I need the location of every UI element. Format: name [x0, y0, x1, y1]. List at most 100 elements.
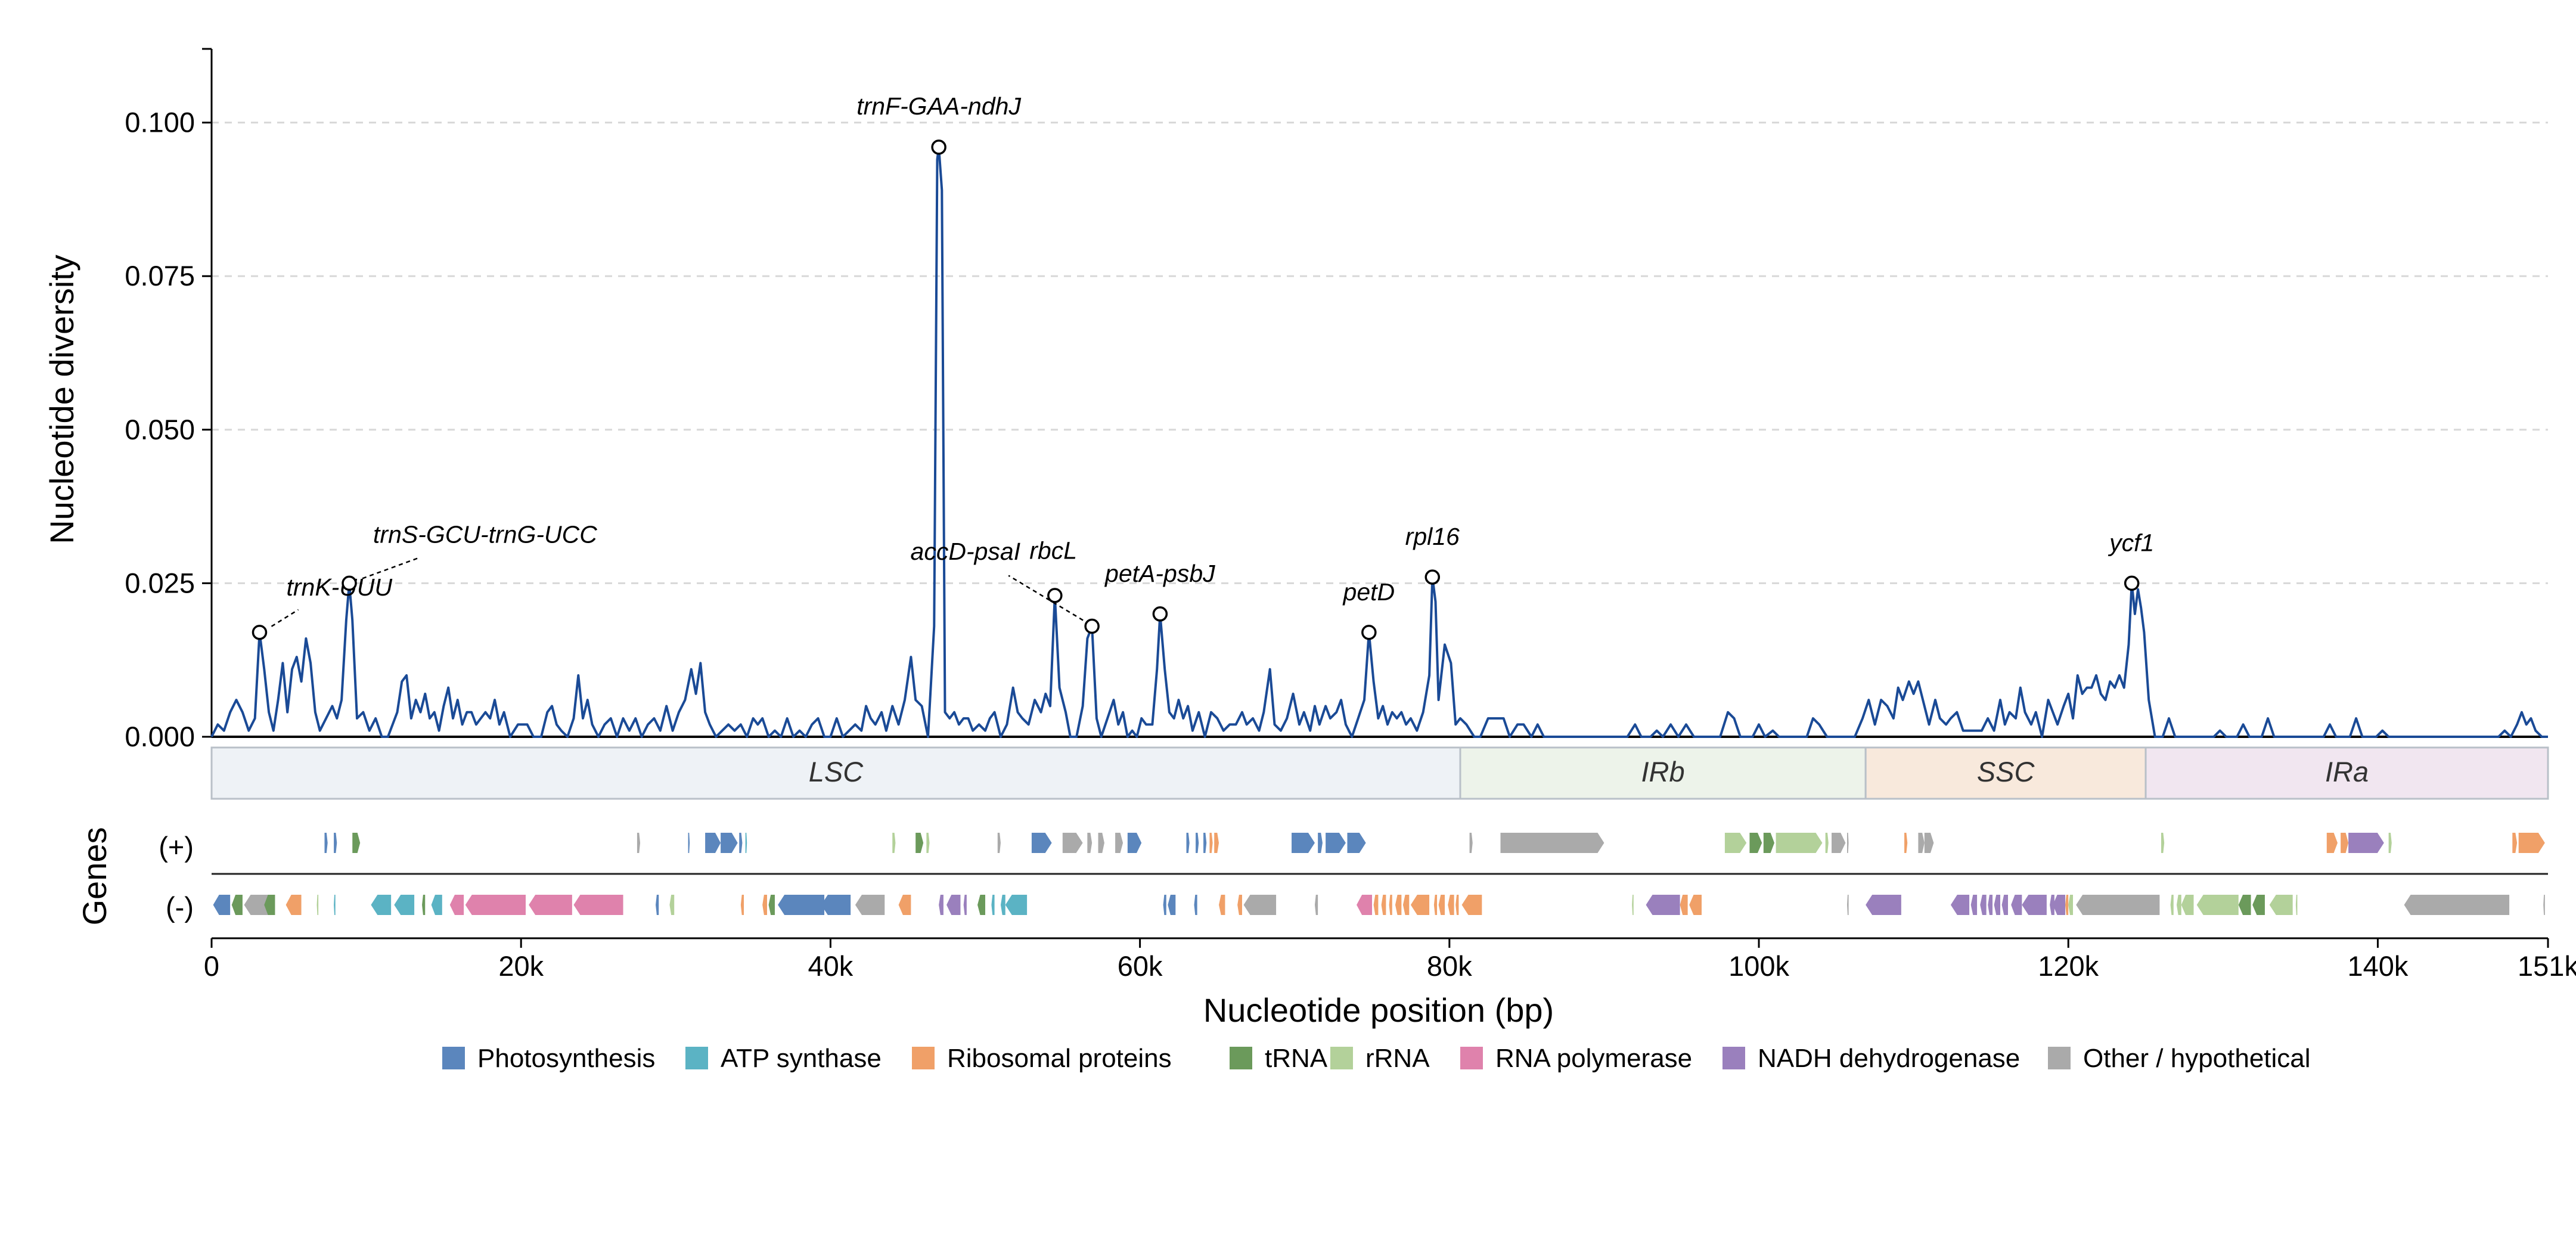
gene-plus-strand: [1087, 833, 1093, 853]
gene-minus-strand: [669, 895, 675, 915]
gene-minus-strand: [1680, 895, 1688, 915]
gene-plus-strand: [1776, 833, 1823, 853]
peak-label: petA-psbJ: [1104, 560, 1215, 587]
gene-plus-strand: [1500, 833, 1604, 853]
gene-minus-strand: [1168, 895, 1176, 915]
gene-minus-strand: [2252, 895, 2265, 915]
gene-tracks: [212, 833, 2548, 915]
legend-swatch-ndh: [1722, 1047, 1745, 1069]
gene-minus-strand: [2238, 895, 2251, 915]
gene-plus-strand: [1847, 833, 1849, 853]
gene-plus-strand: [1115, 833, 1123, 853]
gene-minus-strand: [264, 895, 275, 915]
peak-label: petD: [1342, 578, 1395, 606]
y-tick-label: 0.050: [125, 414, 195, 445]
peak-marker: [342, 575, 357, 591]
gene-plus-strand: [926, 833, 930, 853]
gene-minus-strand: [778, 895, 825, 915]
gene-minus-strand: [1689, 895, 1702, 915]
gene-minus-strand: [465, 895, 526, 915]
gene-plus-strand: [1292, 833, 1315, 853]
gene-minus-strand: [1970, 895, 1978, 915]
gene-minus-strand: [991, 895, 995, 915]
legend-label: RNA polymerase: [1495, 1044, 1692, 1073]
gene-minus-strand: [898, 895, 911, 915]
gene-plus-strand: [1749, 833, 1762, 853]
gene-minus-strand: [977, 895, 986, 915]
peak-label: rbcL: [1029, 537, 1077, 565]
peak-leader-line: [362, 557, 418, 579]
legend-label: Other / hypothetical: [2083, 1044, 2311, 1073]
y-axis-title: Nucleotide diversity: [43, 255, 80, 544]
gene-minus-strand: [316, 895, 319, 915]
peak-leader-line: [271, 609, 299, 627]
y-tick-label: 0.000: [125, 721, 195, 752]
peak-label: trnS-GCU-trnG-UCC: [373, 520, 597, 548]
legend-label: ATP synthase: [721, 1044, 882, 1073]
gene-minus-strand: [1410, 895, 1430, 915]
gene-minus-strand: [2543, 895, 2545, 915]
gene-minus-strand: [740, 895, 744, 915]
gene-minus-strand: [939, 895, 944, 915]
gene-minus-strand: [1395, 895, 1402, 915]
gene-minus-strand: [1389, 895, 1392, 915]
gene-minus-strand: [1357, 895, 1373, 915]
gene-minus-strand: [1219, 895, 1225, 915]
gene-plus-strand: [688, 833, 690, 853]
x-axis: 0 20k 40k 60k 80k 100k 120k 140k 151k: [204, 937, 2576, 982]
gene-minus-strand: [656, 895, 659, 915]
legend-swatch-ribo: [912, 1047, 935, 1069]
peak-label: trnK-UUU: [286, 573, 392, 601]
legend-swatch-photo: [442, 1047, 465, 1069]
x-tick-label: 20k: [498, 950, 544, 982]
diversity-line: [210, 145, 2548, 738]
gene-minus-strand: [2065, 895, 2069, 915]
legend-label: tRNA: [1265, 1044, 1328, 1073]
region-label: IRb: [1641, 756, 1685, 787]
gene-minus-strand: [855, 895, 885, 915]
peak-marker: [252, 625, 268, 640]
gene-plus-strand: [1326, 833, 1346, 853]
gene-minus-strand: [231, 895, 243, 915]
gene-minus-strand: [334, 895, 336, 915]
gene-plus-strand: [2388, 833, 2392, 853]
gene-plus-strand: [1469, 833, 1473, 853]
gene-minus-strand: [2181, 895, 2194, 915]
gene-minus-strand: [1433, 895, 1438, 915]
legend-label: rRNA: [1365, 1044, 1430, 1073]
gene-minus-strand: [1314, 895, 1318, 915]
gene-minus-strand: [1237, 895, 1242, 915]
gene-plus-strand: [2326, 833, 2338, 853]
gene-minus-strand: [1438, 895, 1445, 915]
gene-minus-strand: [1847, 895, 1849, 915]
legend-swatch-rrna: [1330, 1047, 1353, 1069]
gene-plus-strand: [2518, 833, 2545, 853]
peak-label: ycf1: [2108, 529, 2154, 556]
x-tick-label: 120k: [2038, 950, 2099, 982]
gene-plus-strand: [745, 833, 747, 853]
gene-plus-strand: [2348, 833, 2384, 853]
legend: Photosynthesis ATP synthase Ribosomal prot…: [442, 1044, 2311, 1073]
gene-minus-strand: [2053, 895, 2066, 915]
y-tick-label: 0.075: [125, 260, 195, 291]
peak-marker: [1424, 569, 1441, 585]
gene-minus-strand: [1455, 895, 1459, 915]
legend-swatch-trna: [1230, 1047, 1252, 1069]
strand-minus-label: (-): [166, 891, 194, 923]
gene-plus-strand: [1031, 833, 1052, 853]
region-irb: [1459, 746, 1867, 800]
gene-plus-strand: [1098, 833, 1104, 853]
gene-plus-strand: [1832, 833, 1846, 853]
gene-plus-strand: [1062, 833, 1083, 853]
region-label: IRa: [2325, 756, 2369, 787]
strand-plus-label: (+): [159, 831, 194, 863]
gene-minus-strand: [1163, 895, 1166, 915]
gene-minus-strand: [213, 895, 231, 915]
gene-minus-strand: [2176, 895, 2181, 915]
gene-minus-strand: [244, 895, 272, 915]
x-tick-label: 100k: [1728, 950, 1789, 982]
x-tick-label: 140k: [2347, 950, 2408, 982]
peak-label: accD-psaI: [911, 538, 1021, 565]
gene-minus-strand: [1461, 895, 1482, 915]
peak-marker: [1361, 625, 1377, 640]
